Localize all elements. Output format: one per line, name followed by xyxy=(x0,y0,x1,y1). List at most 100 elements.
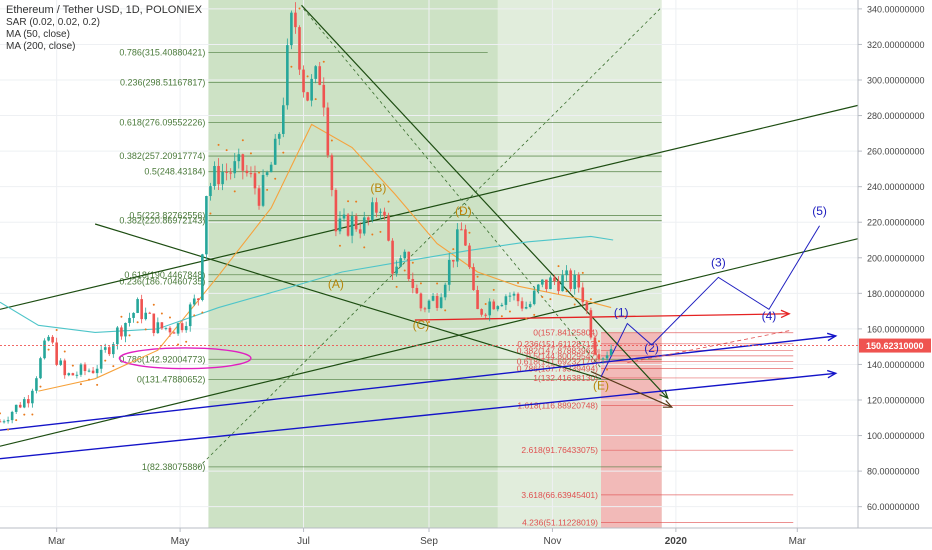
candle-body-117 xyxy=(472,267,475,291)
fib-green-label-11: 1(82.38075880) xyxy=(142,462,206,472)
candle-body-93 xyxy=(375,202,378,213)
sar-dot-58 xyxy=(233,190,236,193)
price-tick-label-5: 240.00000000 xyxy=(867,182,925,192)
candle-body-41 xyxy=(164,327,168,329)
candle-body-144 xyxy=(581,287,585,303)
candle-body-53 xyxy=(213,166,216,187)
indicator-sar-legend[interactable]: SAR (0.02, 0.02, 0.2) xyxy=(6,17,100,28)
candle-body-97 xyxy=(391,240,394,274)
candle-body-66 xyxy=(265,172,269,176)
sar-dot-92 xyxy=(371,233,374,236)
sar-dot-108 xyxy=(436,282,439,285)
sar-dot-80 xyxy=(322,60,325,63)
fib-layer: 0.786(315.40880421) 0.236(298.51167817) 0.… xyxy=(119,48,794,527)
sar-dot-36 xyxy=(144,328,147,331)
wave-label-e: (E) xyxy=(593,378,609,392)
proj-wave-label-2: (2) xyxy=(644,341,659,355)
wave-label-d: (D) xyxy=(455,204,472,218)
candle-body-32 xyxy=(128,317,131,323)
candle-body-107 xyxy=(431,296,435,301)
candle-body-102 xyxy=(411,278,415,288)
fib-red-label-1: 0.236(151.61128713) xyxy=(517,339,598,349)
last-price-label: 150.62310000 xyxy=(866,341,924,351)
red-zone xyxy=(601,332,662,528)
candle-body-60 xyxy=(241,154,245,171)
candle-body-115 xyxy=(464,229,467,246)
price-tick-label-6: 220.00000000 xyxy=(867,218,925,228)
sar-dot-28 xyxy=(112,365,115,368)
candle-body-38 xyxy=(152,313,156,334)
candle-body-21 xyxy=(83,364,87,372)
sar-dot-16 xyxy=(63,350,66,353)
trendline-4 xyxy=(198,6,662,468)
candle-body-84 xyxy=(338,218,342,232)
sar-dot-100 xyxy=(403,269,406,272)
candle-body-43 xyxy=(172,332,176,334)
sar-dot-140 xyxy=(565,290,568,293)
wave-label-a: (A) xyxy=(328,277,344,291)
candle-body-10 xyxy=(39,358,42,379)
trendline-arrow-8 xyxy=(826,369,838,379)
candle-body-133 xyxy=(536,284,540,291)
candle-body-6 xyxy=(22,399,26,408)
fib-red-label-3: 0.5(144.80029547) xyxy=(526,351,598,361)
sar-dot-24 xyxy=(96,383,99,386)
fib-red-label-10: 4.236(51.11228019) xyxy=(522,517,598,527)
sar-dot-10 xyxy=(39,385,42,388)
candle-body-80 xyxy=(322,84,326,108)
sar-dot-74 xyxy=(298,7,301,10)
candle-body-100 xyxy=(403,251,407,259)
sar-dot-66 xyxy=(266,188,269,191)
price-tick-label-13: 80.00000000 xyxy=(867,467,920,477)
candle-body-112 xyxy=(451,259,455,262)
trendline-arrow-7 xyxy=(826,332,838,342)
fib-green-label-1: 0.236(298.51167817) xyxy=(120,78,205,88)
candle-body-8 xyxy=(31,390,34,404)
candle-body-63 xyxy=(253,173,257,189)
sar-dot-132 xyxy=(533,313,536,316)
indicator-ma50-legend[interactable]: MA (50, close) xyxy=(6,29,70,40)
candle-body-5 xyxy=(18,404,22,408)
time-tick-label-3: Sep xyxy=(420,536,438,547)
candle-body-124 xyxy=(500,304,504,307)
candle-body-89 xyxy=(358,229,362,234)
candle-body-118 xyxy=(476,290,479,310)
sar-dot-94 xyxy=(379,230,382,233)
price-tick-label-4: 260.00000000 xyxy=(867,147,925,157)
candle-body-47 xyxy=(188,304,192,327)
candle-body-42 xyxy=(168,327,172,333)
sar-dot-72 xyxy=(290,65,293,68)
price-tick-label-7: 200.00000000 xyxy=(867,253,925,263)
indicator-ma200-legend[interactable]: MA (200, close) xyxy=(6,41,76,52)
sar-dot-98 xyxy=(395,285,398,288)
sar-dot-44 xyxy=(177,343,180,346)
candle-body-65 xyxy=(261,175,265,206)
fib-red-label-9: 3.618(66.63945401) xyxy=(521,490,598,500)
sar-dot-124 xyxy=(500,315,503,318)
sar-dot-104 xyxy=(419,282,422,285)
candle-body-120 xyxy=(484,314,487,316)
candle-body-81 xyxy=(326,107,330,156)
price-tick-label-14: 60.00000000 xyxy=(867,502,920,512)
sar-dot-56 xyxy=(225,149,228,152)
candle-body-142 xyxy=(573,274,576,289)
time-axis[interactable]: Mar May Jul Sep Nov 2020 Mar xyxy=(0,527,932,550)
candle-body-110 xyxy=(443,284,447,298)
candle-body-31 xyxy=(124,322,127,337)
trendline-8 xyxy=(0,372,836,460)
candle-body-87 xyxy=(350,216,354,236)
candle-body-17 xyxy=(67,373,71,376)
candle-body-95 xyxy=(383,211,386,216)
candle-body-141 xyxy=(569,270,572,289)
candle-body-45 xyxy=(180,323,184,331)
fib-green-label-7: 0.618(190.4467848) xyxy=(124,270,205,280)
sar-dot-122 xyxy=(492,288,495,291)
candle-body-75 xyxy=(302,69,305,93)
candle-body-7 xyxy=(27,399,30,404)
fib-red-label-5: 0.786(137.79339494) xyxy=(517,363,598,373)
sar-dot-150 xyxy=(606,368,609,371)
trendline-6 xyxy=(414,313,790,321)
price-tick-label-1: 320.00000000 xyxy=(867,40,925,50)
